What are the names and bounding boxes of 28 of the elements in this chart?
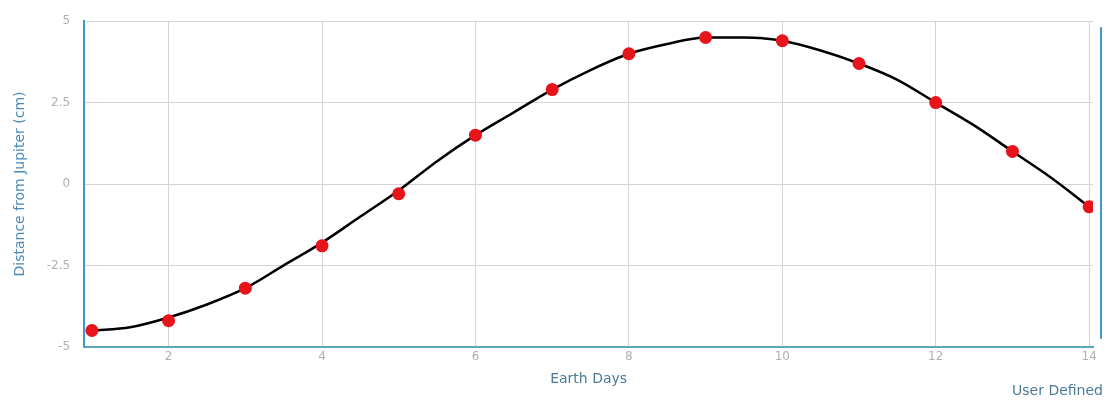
y-tick-label: 0 (62, 176, 71, 191)
point (162, 314, 176, 328)
point (85, 324, 99, 338)
x-tick-label: 10 (774, 349, 790, 364)
y-tick-label: -2.5 (46, 257, 71, 272)
y-tick-label: 5 (62, 13, 71, 28)
x-tick-label: 4 (318, 349, 326, 364)
point (468, 128, 482, 142)
y-axis-title: Distance from Jupiter (cm) (11, 91, 28, 277)
x-tick-label: 8 (625, 349, 633, 364)
x-tick-label: 12 (928, 349, 944, 364)
x-axis-title: Earth Days (550, 370, 628, 387)
x-tick-label: 6 (471, 349, 480, 364)
y-tick-label: 2.5 (51, 94, 71, 109)
point (929, 96, 943, 110)
point (1005, 144, 1019, 158)
y-tick-label: -5 (58, 338, 71, 353)
point (622, 47, 636, 61)
x-tick-label: 14 (1081, 349, 1097, 364)
point (315, 239, 329, 253)
point (699, 30, 713, 44)
point (852, 57, 866, 71)
point (545, 83, 559, 97)
x-tick-label: 2 (164, 349, 173, 364)
point (775, 34, 789, 48)
point (392, 187, 406, 201)
point (238, 281, 252, 295)
text: User Defined (1012, 381, 1103, 398)
